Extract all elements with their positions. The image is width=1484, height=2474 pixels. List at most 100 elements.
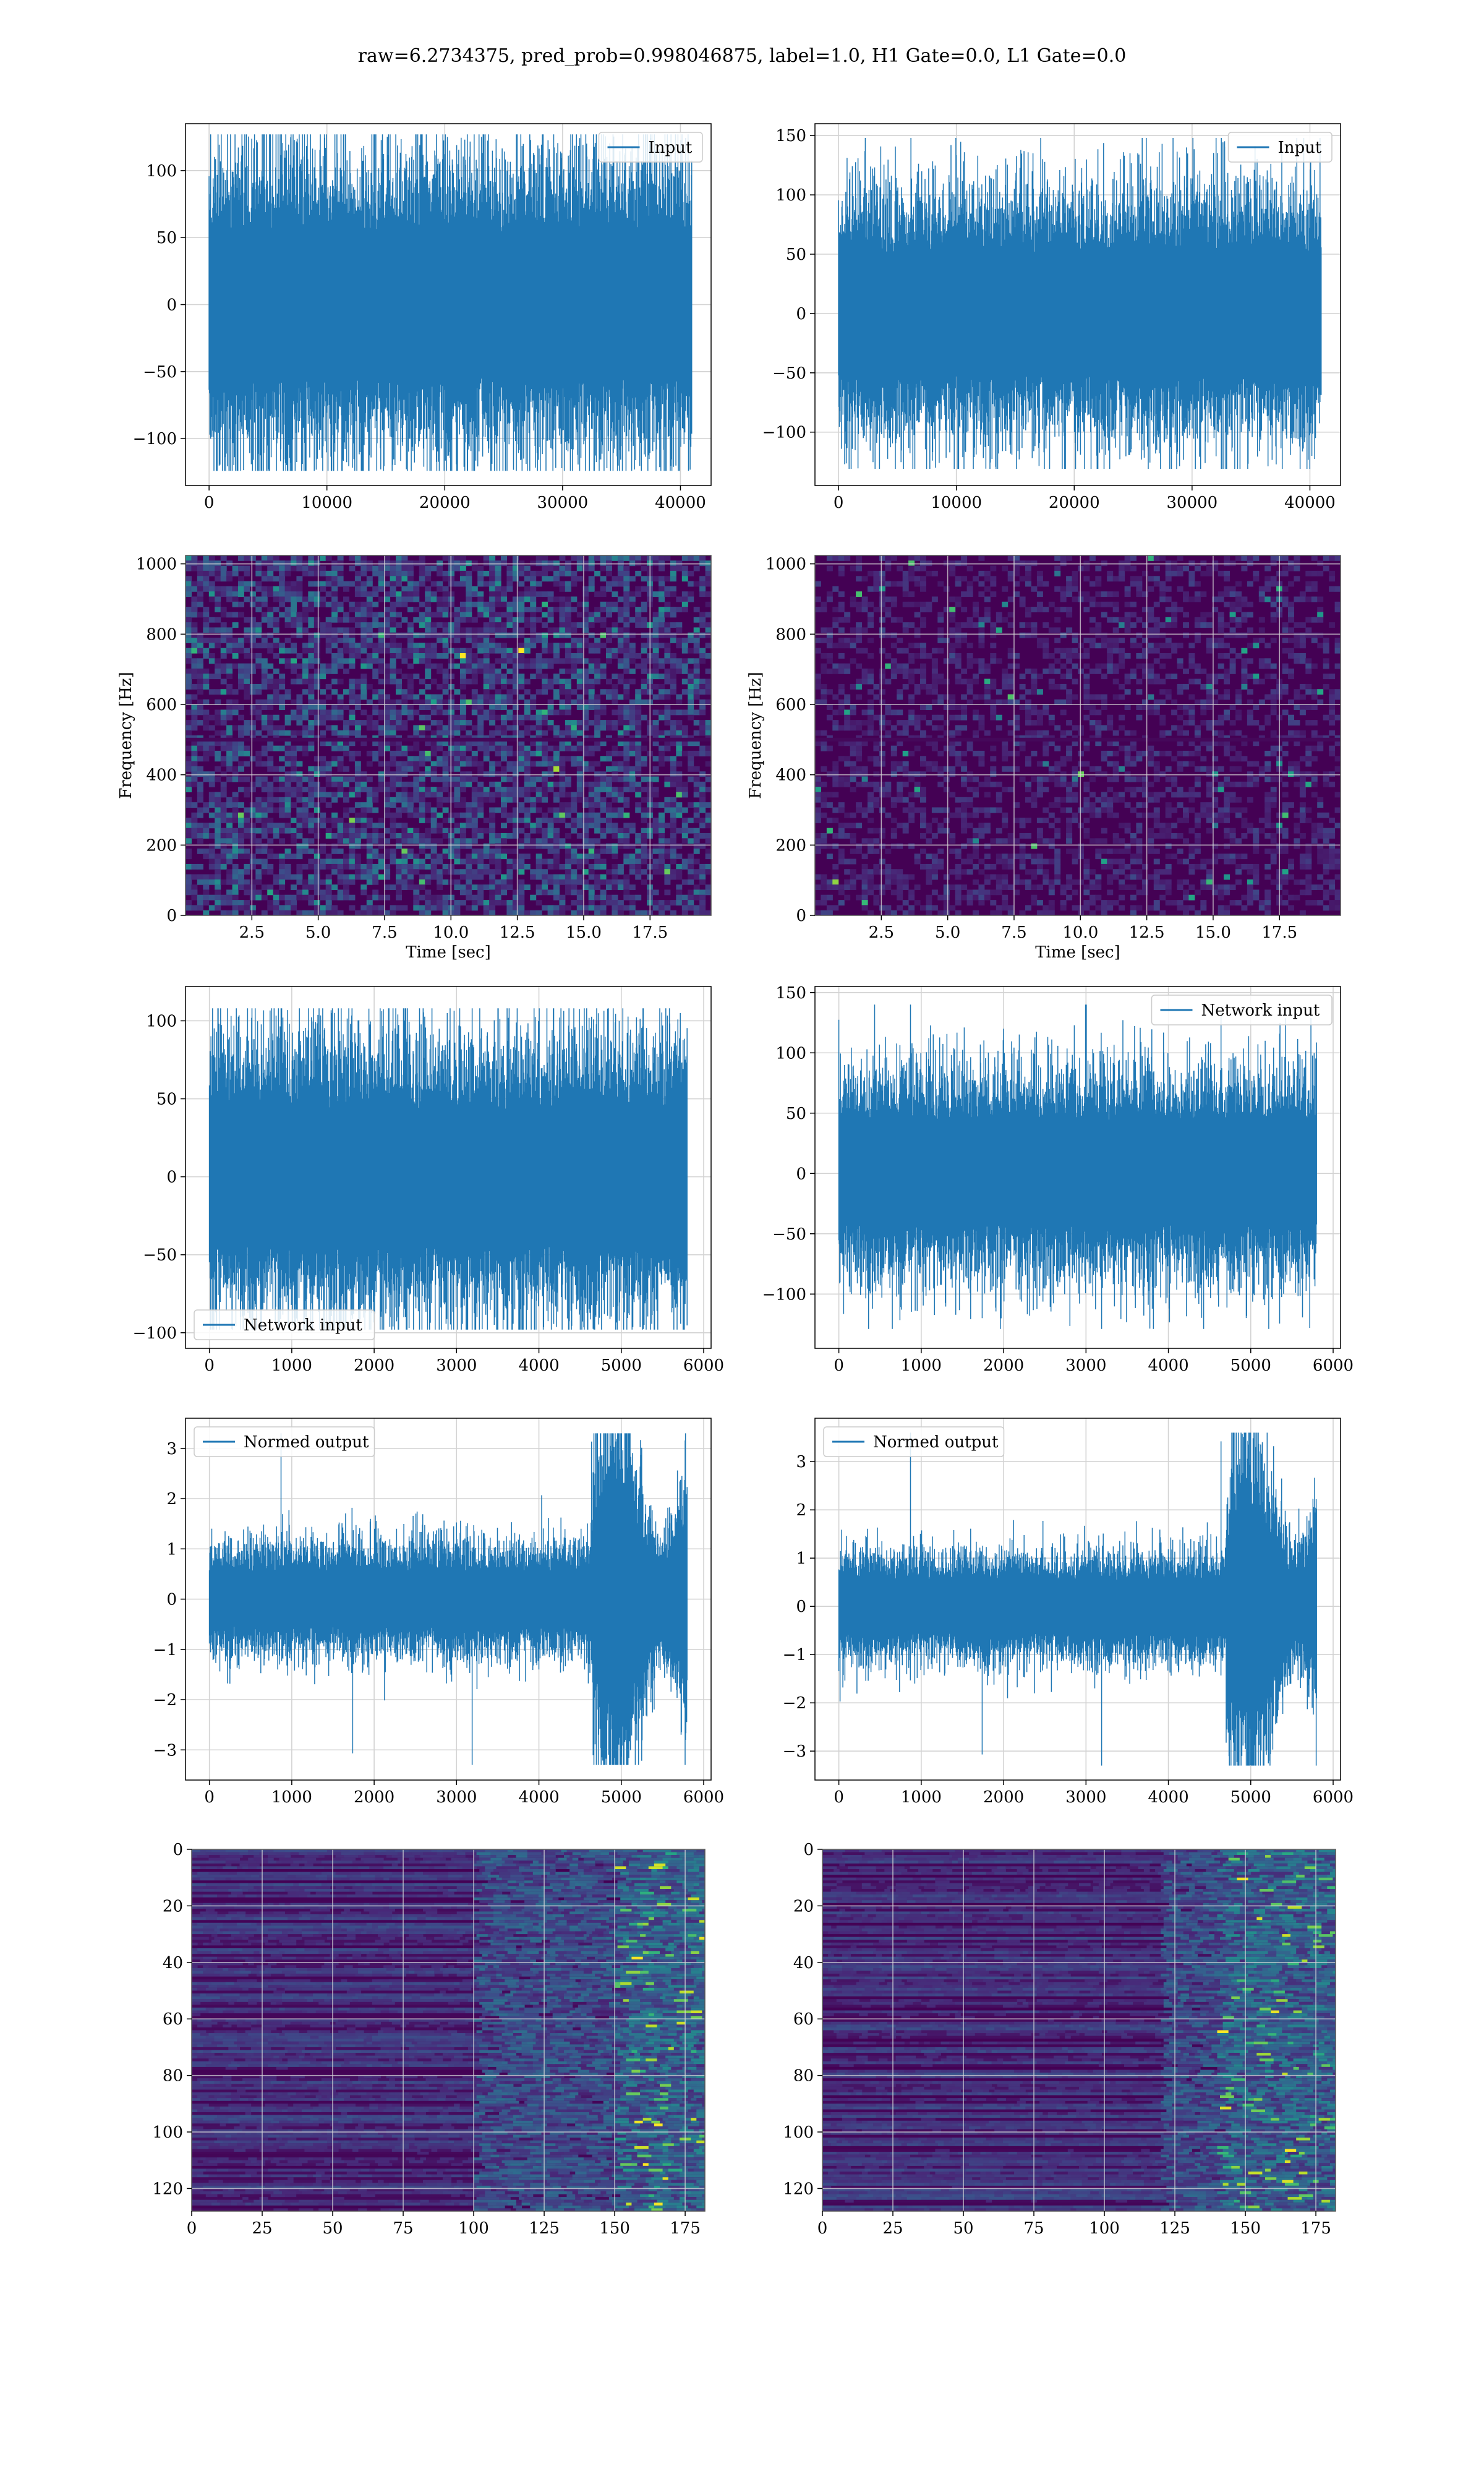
l1-spectrogram-xtick-label: 15.0 — [1195, 923, 1231, 942]
h1-network-input-xtick-label: 2000 — [354, 1356, 394, 1375]
h1-network-input-ytick-label: 50 — [156, 1090, 177, 1109]
l1-network-input-ytick-label: 50 — [786, 1105, 806, 1123]
l1-spectrogram-xtick-label: 7.5 — [1001, 923, 1026, 942]
h1-spectrogram-panel: 2.5 5.0 7.5 10.0 12.5 15.0 17.5 0 200 400 600 800 10… — [117, 555, 712, 962]
h1-network-input-xtick-label: 5000 — [601, 1356, 642, 1375]
l1-spectrogram-heatmap-image — [815, 555, 1341, 915]
h1-spectrogram-xtick-label: 12.5 — [500, 923, 535, 942]
l1-normed-output-series-line — [838, 1432, 1317, 1766]
l1-normed-output-ytick-label: 2 — [796, 1501, 806, 1520]
l1-feature-map-xtick-label: 100 — [1089, 2219, 1120, 2238]
l1-network-input-frame — [814, 986, 1341, 1349]
h1-normed-output-ytick-label: 0 — [166, 1591, 177, 1609]
l1-spectrogram-xlabel: Time [sec] — [1035, 943, 1120, 962]
h1-normed-output-ytick-label: −1 — [153, 1641, 177, 1659]
h1-network-input-frame — [185, 986, 712, 1349]
h1-normed-output-ytick-label: 1 — [166, 1540, 177, 1559]
l1-input-ytick-label: 50 — [786, 246, 806, 264]
l1-network-input-xtick-label: 2000 — [983, 1356, 1024, 1375]
h1-spectrogram-xtick-label: 10.0 — [433, 923, 469, 942]
h1-input-legend: Input — [598, 132, 703, 163]
l1-feature-map-heatmap-image — [822, 1849, 1336, 2211]
h1-feature-map-ytick-label: 100 — [152, 2123, 183, 2142]
h1-normed-output-ytick-label: 3 — [166, 1440, 177, 1458]
h1-feature-map-xtick-label: 150 — [599, 2219, 630, 2238]
h1-normed-output-ytick-label: −2 — [153, 1691, 177, 1710]
l1-network-input-legend: Network input — [1151, 995, 1333, 1025]
l1-input-xtick-label: 0 — [834, 494, 844, 512]
l1-input-xtick-label: 20000 — [1049, 494, 1100, 512]
h1-feature-map-ytick-label: 60 — [163, 2010, 183, 2029]
l1-normed-output-ytick-label: −3 — [783, 1742, 806, 1761]
h1-spectrogram-xtick-label: 7.5 — [372, 923, 397, 942]
l1-spectrogram-xtick-label: 5.0 — [935, 923, 960, 942]
h1-feature-map-ytick-label: 40 — [163, 1954, 183, 1972]
h1-feature-map-panel: 0 25 50 75 100 125 150 175 0 20 40 60 80 100 120 — [152, 1841, 706, 2238]
l1-input-panel: 0 10000 20000 30000 40000 −100 −50 0 50 100 150 Inp… — [762, 123, 1341, 512]
l1-feature-map-ytick-label: 100 — [783, 2123, 814, 2142]
h1-feature-map-xtick-label: 100 — [458, 2219, 489, 2238]
l1-normed-output-ytick-label: 1 — [796, 1549, 806, 1568]
h1-network-input-ytick-label: 0 — [166, 1168, 177, 1187]
h1-input-ytick-label: 100 — [146, 162, 177, 181]
h1-feature-map-ytick-label: 120 — [152, 2180, 183, 2198]
h1-feature-map-xtick-label: 175 — [670, 2219, 701, 2238]
l1-normed-output-ytick-label: −2 — [783, 1694, 806, 1713]
l1-feature-map-ytick-label: 80 — [793, 2067, 814, 2086]
l1-input-ytick-label: −50 — [772, 364, 806, 383]
h1-feature-map-xtick-label: 125 — [529, 2219, 560, 2238]
h1-spectrogram-heatmap-image — [186, 555, 711, 915]
h1-feature-map-xtick-label: 25 — [252, 2219, 272, 2238]
l1-spectrogram-xtick-label: 17.5 — [1261, 923, 1297, 942]
l1-feature-map-xtick-label: 50 — [953, 2219, 973, 2238]
h1-spectrogram-xlabel: Time [sec] — [406, 943, 491, 962]
l1-normed-output-legend-label: Normed output — [873, 1433, 999, 1452]
h1-input-ytick-label: 50 — [156, 229, 177, 247]
l1-feature-map-xtick-label: 25 — [882, 2219, 903, 2238]
h1-network-input-series-line — [208, 1008, 688, 1330]
l1-normed-output-legend: Normed output — [823, 1426, 1005, 1457]
h1-network-input-legend: Network input — [194, 1309, 375, 1340]
l1-feature-map-xtick-label: 125 — [1159, 2219, 1190, 2238]
h1-spectrogram-ytick-label: 1000 — [136, 555, 177, 574]
l1-spectrogram-frame — [814, 555, 1341, 916]
l1-input-legend-label: Input — [1278, 139, 1322, 157]
l1-spectrogram-ytick-label: 800 — [775, 625, 806, 644]
h1-spectrogram-xtick-label: 15.0 — [566, 923, 602, 942]
h1-network-input-xtick-label: 6000 — [683, 1356, 724, 1375]
h1-input-ytick-label: −50 — [143, 363, 177, 382]
h1-feature-map-xtick-label: 0 — [187, 2219, 197, 2238]
figure-title: raw=6.2734375, pred_prob=0.998046875, la… — [358, 45, 1127, 67]
h1-normed-output-panel: 0 1000 2000 3000 4000 5000 6000 −3 −2 −1 0 1 2 3 Norme… — [153, 1418, 724, 1807]
l1-spectrogram-panel: 2.5 5.0 7.5 10.0 12.5 15.0 17.5 0 200 400 600 800 10… — [746, 555, 1341, 962]
l1-network-input-xtick-label: 4000 — [1148, 1356, 1188, 1375]
h1-input-legend-label: Input — [649, 139, 693, 157]
l1-feature-map-frame — [822, 1849, 1336, 2212]
l1-feature-map-ytick-label: 120 — [783, 2180, 814, 2198]
h1-spectrogram-ytick-label: 600 — [146, 696, 177, 714]
l1-spectrogram-ylabel: Frequency [Hz] — [746, 672, 765, 799]
l1-input-ytick-label: 0 — [796, 305, 806, 323]
l1-input-series-line — [838, 138, 1322, 469]
l1-normed-output-xtick-label: 2000 — [983, 1788, 1024, 1807]
h1-network-input-ytick-label: −50 — [143, 1246, 177, 1265]
l1-input-xtick-label: 30000 — [1167, 494, 1218, 512]
h1-network-input-xtick-label: 1000 — [271, 1356, 312, 1375]
l1-spectrogram-xtick-label: 10.0 — [1062, 923, 1098, 942]
l1-network-input-ytick-label: 0 — [796, 1165, 806, 1183]
h1-network-input-xtick-label: 3000 — [436, 1356, 477, 1375]
l1-normed-output-xtick-label: 5000 — [1230, 1788, 1271, 1807]
l1-feature-map-panel: 0 25 50 75 100 125 150 175 0 20 40 60 80 100 120 — [783, 1841, 1336, 2238]
h1-normed-output-xtick-label: 1000 — [271, 1788, 312, 1807]
h1-input-xtick-label: 20000 — [419, 494, 471, 512]
l1-feature-map-xtick-label: 0 — [817, 2219, 828, 2238]
l1-feature-map-xtick-label: 175 — [1300, 2219, 1331, 2238]
l1-network-input-ytick-label: 100 — [775, 1044, 806, 1063]
l1-normed-output-xtick-label: 4000 — [1148, 1788, 1188, 1807]
h1-spectrogram-ytick-label: 400 — [146, 766, 177, 785]
l1-network-input-series-line — [838, 1004, 1317, 1329]
l1-network-input-legend-label: Network input — [1201, 1001, 1320, 1020]
h1-normed-output-ytick-label: 2 — [166, 1490, 177, 1509]
l1-input-ytick-label: −100 — [762, 424, 806, 442]
h1-normed-output-legend: Normed output — [194, 1426, 375, 1457]
